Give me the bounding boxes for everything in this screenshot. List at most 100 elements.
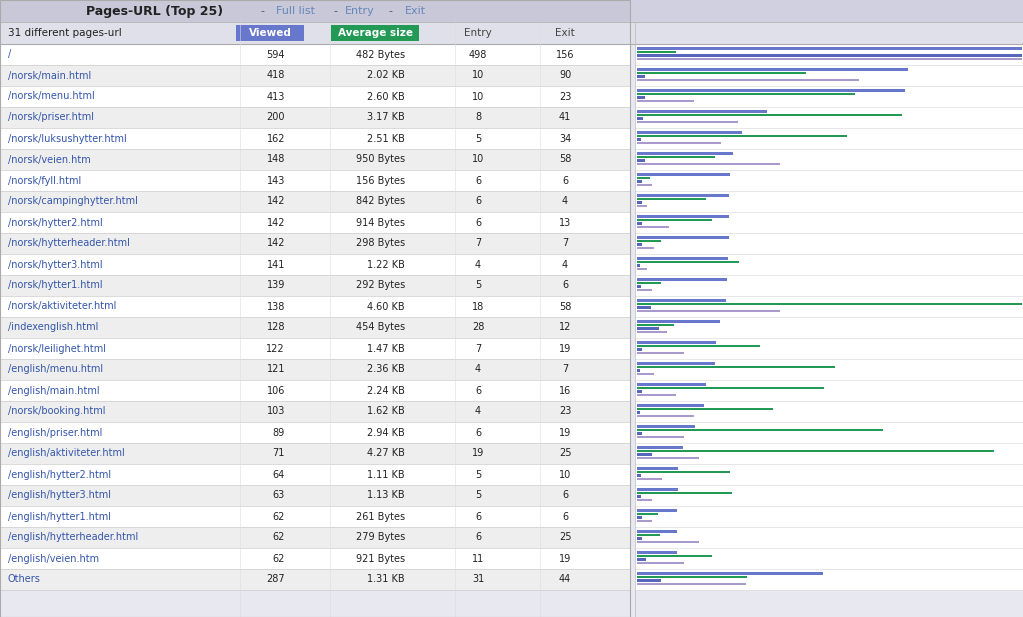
Text: 7: 7 bbox=[562, 239, 568, 249]
Text: 138: 138 bbox=[267, 302, 285, 312]
Bar bbox=[637, 247, 655, 249]
Text: 4.60 KB: 4.60 KB bbox=[367, 302, 405, 312]
Bar bbox=[637, 572, 824, 575]
Text: /norsk/main.html: /norsk/main.html bbox=[8, 70, 91, 80]
Text: Exit: Exit bbox=[404, 6, 426, 16]
Text: 156 Bytes: 156 Bytes bbox=[356, 175, 405, 186]
Text: 6: 6 bbox=[475, 532, 481, 542]
Bar bbox=[630, 22, 1023, 44]
Text: /norsk/campinghytter.html: /norsk/campinghytter.html bbox=[8, 196, 138, 207]
Bar bbox=[0, 548, 630, 569]
Text: /english/hytterheader.html: /english/hytterheader.html bbox=[8, 532, 138, 542]
Text: /english/hytter2.html: /english/hytter2.html bbox=[8, 470, 112, 479]
Text: 19: 19 bbox=[472, 449, 484, 458]
Text: 5: 5 bbox=[475, 133, 481, 144]
Text: 141: 141 bbox=[267, 260, 285, 270]
Text: 6: 6 bbox=[475, 428, 481, 437]
Bar bbox=[635, 296, 1023, 317]
Bar bbox=[637, 411, 640, 414]
Bar bbox=[635, 275, 1023, 296]
Bar bbox=[637, 197, 706, 201]
Text: 148: 148 bbox=[267, 154, 285, 165]
Bar bbox=[637, 488, 678, 491]
Bar bbox=[635, 527, 1023, 548]
Text: 2.24 KB: 2.24 KB bbox=[367, 386, 405, 395]
Text: 63: 63 bbox=[273, 491, 285, 500]
Text: 7: 7 bbox=[475, 344, 481, 354]
Bar bbox=[637, 120, 739, 123]
Text: 2.60 KB: 2.60 KB bbox=[367, 91, 405, 102]
Text: 6: 6 bbox=[562, 281, 568, 291]
Text: 16: 16 bbox=[559, 386, 571, 395]
Bar bbox=[637, 492, 731, 494]
Bar bbox=[0, 0, 630, 22]
Text: 25: 25 bbox=[559, 532, 571, 542]
Bar bbox=[637, 373, 655, 375]
Text: 64: 64 bbox=[273, 470, 285, 479]
Text: 287: 287 bbox=[266, 574, 285, 584]
Bar bbox=[637, 446, 683, 449]
Text: 413: 413 bbox=[267, 91, 285, 102]
Bar bbox=[635, 338, 1023, 359]
Bar bbox=[637, 436, 684, 438]
Bar bbox=[630, 0, 1023, 22]
Bar bbox=[0, 317, 630, 338]
Bar bbox=[637, 362, 715, 365]
Text: /english/aktiviteter.html: /english/aktiviteter.html bbox=[8, 449, 125, 458]
Text: 62: 62 bbox=[272, 553, 285, 563]
Bar bbox=[0, 170, 630, 191]
Text: 1.31 KB: 1.31 KB bbox=[367, 574, 405, 584]
Text: 142: 142 bbox=[267, 196, 285, 207]
Bar bbox=[637, 162, 781, 165]
Bar bbox=[637, 551, 677, 554]
Bar bbox=[331, 25, 419, 41]
Bar bbox=[637, 555, 712, 557]
Text: /english/priser.html: /english/priser.html bbox=[8, 428, 102, 437]
Bar bbox=[637, 93, 854, 95]
Bar bbox=[637, 407, 772, 410]
Bar bbox=[0, 107, 630, 128]
Bar bbox=[0, 443, 630, 464]
Bar bbox=[637, 243, 642, 246]
Bar bbox=[637, 75, 644, 78]
Text: 6: 6 bbox=[475, 218, 481, 228]
Bar bbox=[637, 194, 729, 197]
Bar bbox=[637, 561, 684, 565]
Bar bbox=[637, 141, 721, 144]
Bar bbox=[0, 86, 630, 107]
Bar bbox=[637, 520, 652, 523]
Text: /norsk/veien.htm: /norsk/veien.htm bbox=[8, 154, 91, 165]
Text: 10: 10 bbox=[472, 70, 484, 80]
Text: 142: 142 bbox=[267, 218, 285, 228]
Bar bbox=[637, 320, 720, 323]
Bar bbox=[635, 548, 1023, 569]
Bar bbox=[637, 513, 659, 515]
Bar bbox=[637, 215, 729, 218]
Bar bbox=[637, 99, 694, 102]
Bar bbox=[637, 96, 644, 99]
Bar bbox=[637, 432, 641, 435]
Text: 6: 6 bbox=[475, 196, 481, 207]
Bar bbox=[635, 191, 1023, 212]
Bar bbox=[0, 149, 630, 170]
Text: 23: 23 bbox=[559, 91, 571, 102]
Bar bbox=[236, 25, 304, 41]
Text: /norsk/hytter3.html: /norsk/hytter3.html bbox=[8, 260, 102, 270]
Text: 5: 5 bbox=[475, 470, 481, 479]
Text: 498: 498 bbox=[469, 49, 487, 59]
Text: 6: 6 bbox=[475, 175, 481, 186]
Text: 292 Bytes: 292 Bytes bbox=[356, 281, 405, 291]
Bar bbox=[637, 327, 659, 330]
Text: /norsk/priser.html: /norsk/priser.html bbox=[8, 112, 94, 123]
Bar bbox=[637, 260, 739, 263]
Bar bbox=[637, 299, 726, 302]
Text: -: - bbox=[388, 6, 392, 16]
Text: 19: 19 bbox=[559, 428, 571, 437]
Text: -: - bbox=[333, 6, 337, 16]
Bar bbox=[637, 281, 661, 284]
Bar bbox=[637, 540, 699, 544]
Text: 6: 6 bbox=[475, 386, 481, 395]
Bar bbox=[637, 344, 760, 347]
Text: 261 Bytes: 261 Bytes bbox=[356, 511, 405, 521]
Bar bbox=[635, 44, 1023, 65]
